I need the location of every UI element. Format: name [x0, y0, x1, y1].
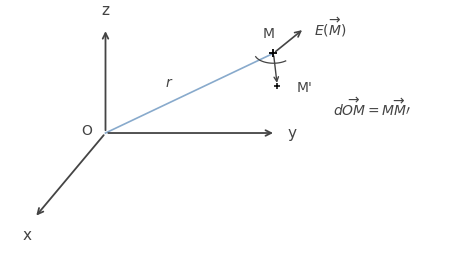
Text: x: x	[23, 228, 32, 243]
Text: $\overrightarrow{E(M)}$: $\overrightarrow{E(M)}$	[314, 15, 346, 39]
Text: r: r	[165, 76, 171, 90]
Text: M': M'	[296, 81, 312, 95]
Text: $\overrightarrow{dOM} = \overrightarrow{MM\prime}$: $\overrightarrow{dOM} = \overrightarrow{…	[333, 97, 411, 119]
Text: y: y	[288, 126, 297, 141]
Text: z: z	[101, 3, 109, 18]
Text: O: O	[81, 124, 92, 138]
Text: M: M	[263, 27, 275, 41]
